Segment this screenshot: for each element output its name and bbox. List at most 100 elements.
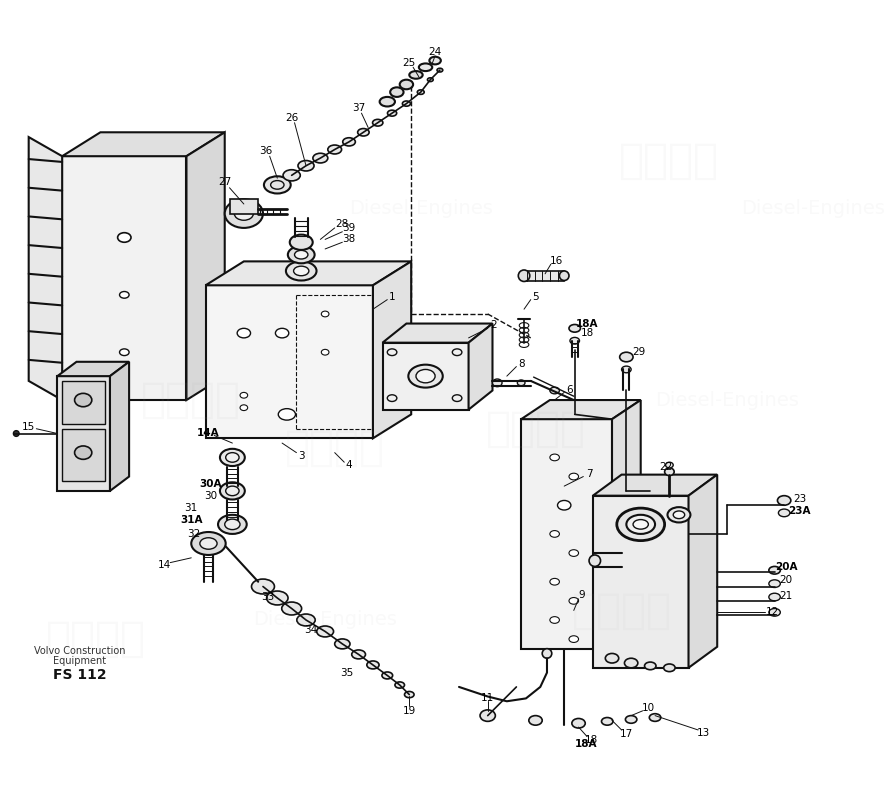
Ellipse shape [264,176,291,193]
Ellipse shape [550,454,560,461]
Text: 13: 13 [697,728,710,738]
Polygon shape [62,132,225,156]
Text: 32: 32 [188,529,201,539]
Ellipse shape [621,366,631,373]
Text: 29: 29 [632,347,645,357]
Text: 紫发动力: 紫发动力 [45,618,146,660]
Ellipse shape [294,266,309,276]
Ellipse shape [328,145,342,154]
Ellipse shape [542,649,552,658]
Ellipse shape [529,715,542,725]
Text: 38: 38 [343,234,356,245]
Ellipse shape [569,325,580,332]
Polygon shape [522,419,612,649]
Ellipse shape [400,79,413,89]
Polygon shape [524,271,564,281]
Text: 11: 11 [481,694,494,703]
Text: 7: 7 [586,468,593,479]
Text: 18: 18 [580,328,594,338]
Text: 25: 25 [402,59,416,68]
Ellipse shape [409,71,423,79]
Ellipse shape [569,473,578,480]
Ellipse shape [492,379,502,387]
Text: 23A: 23A [789,506,811,516]
Ellipse shape [321,350,329,355]
Text: 35: 35 [341,667,353,678]
Ellipse shape [283,170,300,181]
Text: 37: 37 [352,103,365,113]
Polygon shape [522,400,641,419]
Ellipse shape [569,636,578,642]
Ellipse shape [650,714,660,721]
Polygon shape [383,342,468,410]
Ellipse shape [617,508,665,541]
Ellipse shape [234,207,254,221]
Text: 1: 1 [389,292,395,302]
Bar [62,429,105,481]
Ellipse shape [769,609,781,616]
Text: 20A: 20A [775,562,797,573]
Ellipse shape [119,291,129,298]
Text: 15: 15 [22,422,36,431]
Text: 31A: 31A [180,515,203,525]
Ellipse shape [557,500,570,510]
Polygon shape [383,323,492,342]
Text: 30: 30 [204,491,217,500]
Ellipse shape [664,664,676,671]
Polygon shape [57,376,110,491]
Ellipse shape [220,449,245,466]
Ellipse shape [286,261,317,281]
Ellipse shape [295,250,308,259]
Ellipse shape [317,626,334,637]
Ellipse shape [200,538,217,549]
Ellipse shape [550,531,560,537]
Polygon shape [593,475,717,496]
Ellipse shape [625,658,638,668]
Text: Diesel-Engines: Diesel-Engines [349,199,493,218]
Ellipse shape [287,246,315,263]
Ellipse shape [119,349,129,355]
Text: 紫发动力: 紫发动力 [571,589,672,631]
Ellipse shape [778,496,791,505]
Polygon shape [206,286,373,439]
Ellipse shape [267,591,288,605]
Text: 39: 39 [343,223,356,233]
Text: 33: 33 [261,592,274,602]
Polygon shape [62,156,187,400]
Polygon shape [612,400,641,649]
Ellipse shape [769,593,781,601]
Text: 31: 31 [184,503,198,513]
Ellipse shape [480,710,496,721]
Polygon shape [57,362,129,376]
Text: 紫发动力: 紫发动力 [486,407,586,450]
Ellipse shape [665,468,675,476]
Text: 8: 8 [518,358,524,369]
Ellipse shape [380,97,395,107]
Ellipse shape [409,365,442,387]
Ellipse shape [427,78,433,82]
Ellipse shape [570,338,579,344]
Text: 16: 16 [550,257,563,266]
Ellipse shape [560,271,569,281]
Ellipse shape [191,532,226,555]
Text: 26: 26 [285,113,298,123]
Ellipse shape [395,682,405,688]
Ellipse shape [673,511,684,519]
Text: Diesel-Engines: Diesel-Engines [655,391,798,410]
Ellipse shape [550,387,560,394]
Text: 14A: 14A [198,427,220,438]
Ellipse shape [240,392,247,398]
Text: 27: 27 [218,177,231,187]
Ellipse shape [117,233,131,242]
Text: 36: 36 [259,147,272,156]
Ellipse shape [13,431,19,436]
Polygon shape [373,261,411,439]
Text: 紫发动力: 紫发动力 [285,427,384,469]
Text: 23: 23 [793,493,806,504]
Polygon shape [110,362,129,491]
Text: 10: 10 [642,703,655,713]
Ellipse shape [218,515,247,534]
Ellipse shape [367,661,379,669]
Text: 6: 6 [567,384,573,395]
Ellipse shape [290,235,312,250]
